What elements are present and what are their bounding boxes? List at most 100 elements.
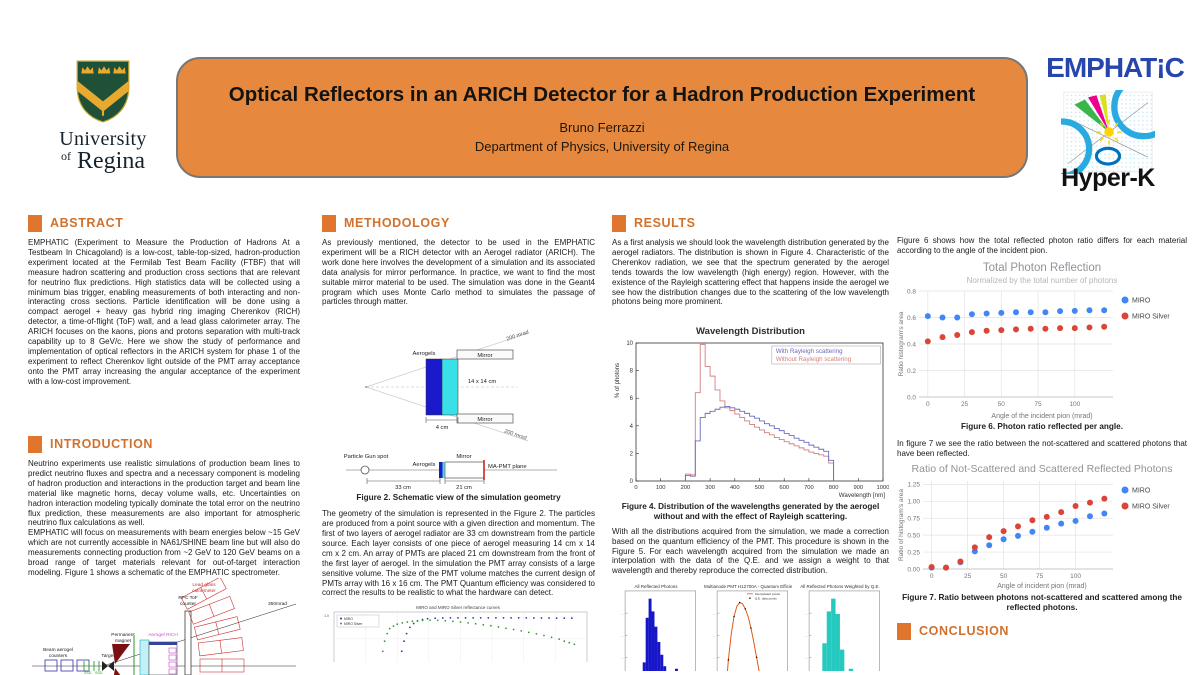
fig7-xlabel: Angle of incident pion (mrad) bbox=[997, 583, 1087, 591]
svg-text:1.00: 1.00 bbox=[907, 499, 920, 506]
svg-text:0.2: 0.2 bbox=[907, 368, 916, 375]
introduction-title: INTRODUCTION bbox=[50, 437, 154, 451]
figure4-caption: Figure 4. Distribution of the wavelength… bbox=[621, 502, 880, 521]
svg-text:Aerogel RICH: Aerogel RICH bbox=[148, 632, 178, 638]
svg-text:–: – bbox=[806, 657, 808, 661]
fig6-xlabel: Angle of the incident pion (mrad) bbox=[991, 412, 1093, 420]
svg-text:MIRO: MIRO bbox=[1132, 297, 1151, 304]
hyperk-logo-icon bbox=[1061, 90, 1155, 174]
svg-text:14 x 14 cm: 14 x 14 cm bbox=[468, 379, 497, 385]
methodology-title: METHODOLOGY bbox=[344, 216, 450, 230]
svg-text:MIRO and MIRO Silver reflectan: MIRO and MIRO Silver reflectance curves bbox=[416, 605, 501, 610]
svg-text:–: – bbox=[714, 657, 716, 661]
svg-text:Interpolated points: Interpolated points bbox=[755, 592, 781, 596]
svg-text:0: 0 bbox=[634, 485, 637, 491]
svg-text:–: – bbox=[622, 657, 624, 661]
svg-text:–: – bbox=[806, 612, 808, 616]
total-photon-reflection-chart: 0 25 50 75 100 0.0 0.2 0.4 0.6 0.8 MIRO MIRO Silver… bbox=[898, 288, 1170, 408]
figure1-svg: 350mrad Beam aerogel counters SSD SSD Ta… bbox=[32, 578, 297, 675]
svg-text:33 cm: 33 cm bbox=[395, 485, 411, 491]
svg-text:SSD: SSD bbox=[95, 671, 103, 675]
svg-text:–: – bbox=[806, 634, 808, 638]
introduction-body2: EMPHATIC will focus on measurements with… bbox=[28, 528, 300, 577]
svg-text:4: 4 bbox=[630, 424, 634, 430]
section-square-icon bbox=[322, 214, 336, 232]
svg-text:700: 700 bbox=[804, 485, 814, 491]
svg-text:50: 50 bbox=[998, 401, 1006, 408]
introduction-header: INTRODUCTION bbox=[28, 435, 300, 453]
svg-text:–: – bbox=[622, 612, 624, 616]
fig4-chart-title: Wavelength Distribution bbox=[696, 326, 805, 337]
introduction-body1: Neutrino experiments use realistic simul… bbox=[28, 459, 300, 528]
svg-text:Ratio of histogram's area: Ratio of histogram's area bbox=[898, 489, 905, 561]
svg-text:25: 25 bbox=[964, 573, 972, 580]
results-title: RESULTS bbox=[634, 216, 696, 230]
svg-text:counters: counters bbox=[49, 653, 68, 659]
column-results: RESULTS As a first analysis we should lo… bbox=[612, 214, 889, 672]
figure7-caption: Figure 7. Ratio between photons not-scat… bbox=[902, 593, 1182, 613]
svg-text:25: 25 bbox=[961, 401, 969, 408]
figure1-spectrometer-schematic: 350mrad Beam aerogel counters SSD SSD Ta… bbox=[28, 578, 300, 675]
svg-text:Mirror: Mirror bbox=[456, 454, 471, 460]
svg-text:magnet: magnet bbox=[115, 638, 132, 644]
svg-text:Particle Gun spot: Particle Gun spot bbox=[344, 454, 389, 460]
svg-text:RPC ToF: RPC ToF bbox=[178, 595, 197, 601]
svg-text:–: – bbox=[714, 634, 716, 638]
conclusion-header: CONCLUSION bbox=[897, 622, 1187, 640]
svg-text:0: 0 bbox=[926, 401, 930, 408]
svg-text:SSD: SSD bbox=[84, 671, 92, 675]
svg-text:MIRO: MIRO bbox=[344, 617, 353, 621]
column-right: Figure 6 shows how the total reflected p… bbox=[897, 236, 1187, 646]
svg-text:MIRO Silver: MIRO Silver bbox=[1132, 504, 1170, 511]
emphatic-logo: EMPHAT!C bbox=[1046, 52, 1185, 84]
poster-title: Optical Reflectors in an ARICH Detector … bbox=[228, 83, 976, 106]
figure6-caption: Figure 6. Photon ratio reflected per ang… bbox=[961, 421, 1123, 431]
fig6-intro: Figure 6 shows how the total reflected p… bbox=[897, 236, 1187, 255]
svg-text:800: 800 bbox=[829, 485, 839, 491]
svg-text:100: 100 bbox=[1069, 401, 1080, 408]
section-square-icon bbox=[28, 214, 42, 232]
svg-text:100: 100 bbox=[1070, 573, 1081, 580]
svg-text:calorimeter: calorimeter bbox=[192, 588, 216, 594]
svg-text:0: 0 bbox=[930, 573, 934, 580]
uofr-crest-icon bbox=[76, 60, 130, 123]
svg-text:2: 2 bbox=[630, 451, 634, 457]
svg-text:0.75: 0.75 bbox=[907, 516, 920, 523]
title-banner: Optical Reflectors in an ARICH Detector … bbox=[176, 57, 1028, 178]
abstract-body: EMPHATIC (Experiment to Measure the Prod… bbox=[28, 238, 300, 386]
methodology-header: METHODOLOGY bbox=[322, 214, 595, 232]
svg-text:50: 50 bbox=[1000, 573, 1008, 580]
svg-text:100: 100 bbox=[656, 485, 666, 491]
svg-text:200 mrad: 200 mrad bbox=[506, 330, 530, 343]
svg-text:0.50: 0.50 bbox=[907, 533, 920, 540]
column-methodology: METHODOLOGY As previously mentioned, the… bbox=[322, 214, 595, 663]
svg-text:Permanent: Permanent bbox=[111, 632, 135, 638]
reflectance-chart: MIRO and MIRO Silver reflectance curves 1… bbox=[324, 605, 588, 663]
svg-text:900: 900 bbox=[853, 485, 863, 491]
hyperk-logo: Hyper-K bbox=[1052, 90, 1164, 193]
figure2-simulation-geometry: Aerogels Mirror Mirror 200 mrad 200 mrad… bbox=[344, 330, 557, 491]
svg-text:0.6: 0.6 bbox=[907, 315, 916, 322]
results-body1: As a first analysis we should look the w… bbox=[612, 238, 889, 307]
svg-text:200: 200 bbox=[681, 485, 691, 491]
figure5-panels: All Reflected Photons–––––Multianode PMT… bbox=[612, 584, 889, 672]
poster-affiliation: Department of Physics, University of Reg… bbox=[474, 139, 730, 154]
wavelength-distribution-chart: 0 100 200 300 400 500 600 700 800 900 1000 0 2 4 6 8 10 W… bbox=[615, 341, 889, 499]
svg-text:Q.E. data points: Q.E. data points bbox=[755, 597, 778, 601]
fig6-chart-subtitle: Normalized by the total number of photon… bbox=[966, 275, 1118, 285]
svg-text:counter: counter bbox=[180, 601, 196, 607]
figure5-panel: All Reflected Photons––––– bbox=[612, 584, 700, 672]
svg-text:300: 300 bbox=[705, 485, 715, 491]
svg-text:10: 10 bbox=[626, 341, 633, 347]
svg-text:Wavelength [nm]: Wavelength [nm] bbox=[839, 492, 885, 499]
figure5-panel: Multianode PMT H12700A - Quantum Efficie… bbox=[704, 584, 792, 672]
svg-text:350mrad: 350mrad bbox=[268, 601, 287, 607]
figure5-panel: All Reflected Photons Weighted by Q.E. – –… bbox=[796, 584, 884, 672]
reflectance-chart-wrap: MIRO and MIRO Silver reflectance curves 1… bbox=[322, 603, 595, 663]
svg-text:Without Rayleigh scattering: Without Rayleigh scattering bbox=[776, 356, 852, 363]
svg-text:Lead glass: Lead glass bbox=[192, 582, 216, 588]
uofr-name-line1: University bbox=[59, 128, 147, 150]
fig7-intro: In figure 7 we see the ratio between the… bbox=[897, 438, 1187, 458]
svg-text:6: 6 bbox=[630, 396, 634, 402]
hyperk-label: Hyper-K bbox=[1061, 164, 1155, 192]
